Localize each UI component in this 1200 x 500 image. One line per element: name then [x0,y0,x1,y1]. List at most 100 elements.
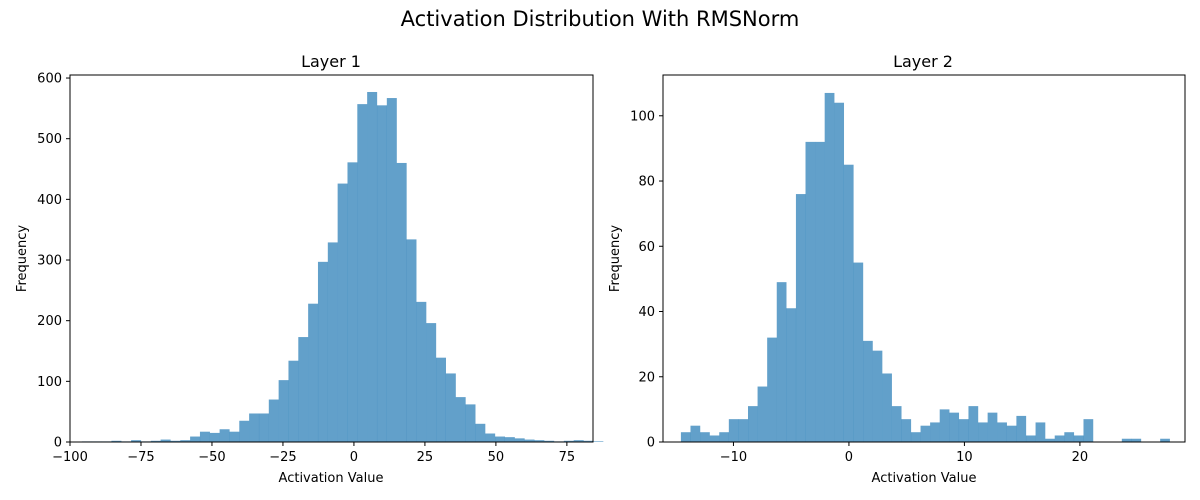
y-tick-label: 200 [37,314,62,329]
histogram-bar [719,432,729,442]
histogram-bar [882,373,892,442]
histogram-bar [767,337,777,442]
histogram-bar [268,399,279,442]
histogram-bar [1025,435,1036,442]
x-axis-label: Activation Value [279,471,384,486]
histogram-bar [958,419,969,442]
y-tick-label: 40 [638,305,655,320]
x-axis-ticks: −100 −75 −50 −25 0 25 50 75 [52,442,575,465]
histogram-bar [815,141,825,442]
histogram-bar [337,183,348,442]
histogram-bar [824,92,835,442]
histogram-bar [709,435,720,442]
histogram-bar [901,419,912,442]
histogram-bar [288,360,299,442]
histogram-bar [229,431,240,442]
histogram-bar [367,91,378,443]
histogram-bar [776,282,787,442]
histogram-bar [1035,422,1046,442]
histogram-bar [504,437,515,442]
y-axis-ticks: 0 20 40 60 80 100 [630,109,663,451]
histogram-bar [573,440,584,442]
x-tick-label: 75 [559,450,576,465]
histogram-bar [534,440,545,442]
histogram-bar [987,412,998,442]
y-tick-label: 60 [638,240,655,255]
x-tick-label: −10 [720,450,747,465]
y-axis-label: Frequency [608,225,623,292]
histogram-bar [426,323,437,442]
histogram-bar [465,404,476,442]
x-tick-label: −75 [127,450,154,465]
x-tick-label: −25 [269,450,296,465]
histogram-bar [524,439,535,442]
histogram-bar [150,440,161,442]
x-tick-label: 50 [488,450,505,465]
histogram-bar [1064,432,1075,442]
histogram-bar [939,409,950,442]
histogram-bar [209,432,220,442]
histogram-bar [544,440,555,442]
histogram-bar [738,419,749,442]
histogram-bar [278,380,289,442]
histogram-bar [853,262,864,442]
histogram-bar [249,413,260,442]
histogram-bar [1160,438,1170,442]
histogram-bar [455,397,466,442]
histogram-bar [416,301,427,442]
y-tick-label: 100 [37,375,62,390]
histogram-bar [563,440,574,442]
histogram-bar [514,438,525,442]
histogram-bar [1121,438,1132,442]
histogram-bars [81,91,604,443]
y-tick-label: 500 [37,132,62,147]
x-tick-label: 0 [845,450,853,465]
histogram-bar [891,406,902,442]
panel-layer-2: Layer 2 −10 0 10 20 0 20 40 60 80 100 Activation… [608,52,1186,486]
histogram-bar [445,373,456,442]
y-axis-label: Frequency [15,225,30,292]
histogram-bar [593,441,604,442]
histogram-bar [199,431,210,442]
histogram-bar [795,194,806,442]
histogram-bar [406,239,417,442]
histogram-bar [386,98,397,443]
histogram-bar [700,432,710,442]
histogram-bar [180,440,191,442]
x-tick-label: −50 [198,450,225,465]
histogram-bar [396,162,407,442]
y-tick-label: 100 [630,109,655,124]
histogram-bar [190,436,201,442]
histogram-bar [239,420,250,442]
histogram-bar [327,242,338,442]
panel-layer-1: Layer 1 −100 −75 −50 −25 0 25 50 75 0 100 200 300 4… [15,52,604,486]
histogram-bar [436,357,446,442]
x-axis-ticks: −10 0 10 20 [720,442,1088,465]
figure-title: Activation Distribution With RMSNorm [401,7,800,31]
y-axis-ticks: 0 100 200 300 400 500 600 [37,72,70,451]
histogram-bar [1073,435,1084,442]
histogram-bar [1045,438,1055,442]
x-tick-label: 0 [350,450,358,465]
histogram-bar [495,436,505,442]
x-tick-label: 25 [417,450,434,465]
histogram-bar [690,425,701,442]
histogram-bar [1006,425,1017,442]
histogram-bar [160,439,171,442]
histogram-bar [872,350,883,442]
histogram-bar [1054,435,1065,442]
histogram-bar [968,406,979,442]
histogram-bar [317,261,328,442]
histogram-bar [680,432,691,442]
y-tick-label: 400 [37,193,62,208]
panel-title: Layer 1 [301,52,361,71]
histogram-bars [680,92,1170,442]
x-tick-label: 20 [1072,450,1089,465]
y-tick-label: 600 [37,72,62,87]
x-tick-label: −100 [52,450,88,465]
histogram-bar [949,412,960,442]
histogram-bar [786,308,797,442]
histogram-bar [863,340,873,442]
histogram-bar [805,141,816,442]
